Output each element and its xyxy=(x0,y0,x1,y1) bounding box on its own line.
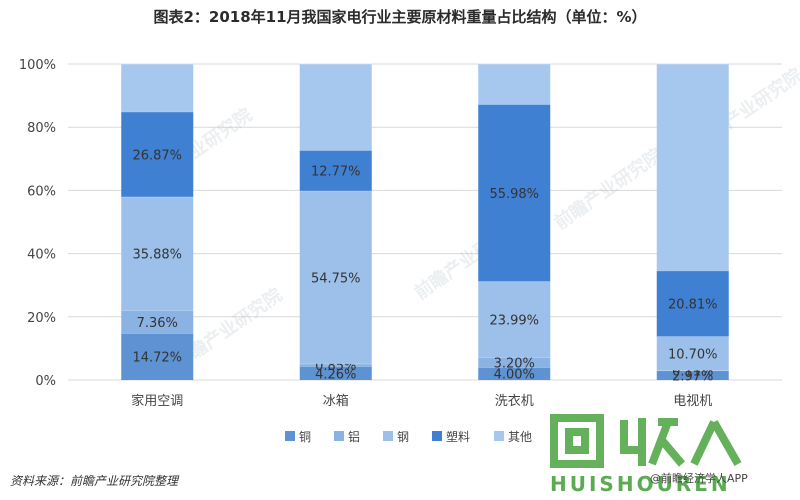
x-tick-label: 电视机 xyxy=(673,394,712,409)
bar-segment xyxy=(299,363,372,367)
data-label: 10.70% xyxy=(668,347,718,362)
y-tick-label: 80% xyxy=(27,121,56,136)
huishouren-logo-mark-icon xyxy=(550,414,742,468)
data-label: 7.36% xyxy=(137,316,178,331)
bar-segment xyxy=(478,64,551,105)
bar-segment xyxy=(121,64,194,112)
legend-swatch xyxy=(494,431,504,441)
y-tick-label: 40% xyxy=(27,248,56,263)
data-label: 26.87% xyxy=(132,148,182,163)
bar-segment xyxy=(656,336,729,371)
y-tick-label: 100% xyxy=(19,58,56,73)
data-label: 4.26% xyxy=(315,367,356,382)
y-tick-label: 0% xyxy=(35,374,56,389)
x-tick-label: 冰箱 xyxy=(323,393,349,409)
data-label: 20.81% xyxy=(668,298,718,313)
huishouren-logo-text: HUISHOUREN xyxy=(550,472,731,496)
bar-segment xyxy=(656,370,729,380)
y-tick-label: 60% xyxy=(27,184,56,199)
chart-title: 图表2：2018年11月我国家电行业主要原材料重量占比结构（单位：%） xyxy=(153,8,647,26)
bar-segment xyxy=(478,367,551,380)
data-label: 55.98% xyxy=(489,187,539,202)
data-label: 3.20% xyxy=(494,356,535,371)
legend-label: 钢 xyxy=(397,430,409,444)
bar-segment xyxy=(299,366,372,380)
huishouren-logo: HUISHOUREN xyxy=(542,412,792,500)
legend-swatch xyxy=(334,431,344,441)
bar-segment xyxy=(656,64,729,271)
legend-swatch xyxy=(432,431,442,441)
x-tick-label: 洗衣机 xyxy=(495,393,534,409)
data-label: 23.99% xyxy=(489,313,539,328)
legend-label: 铝 xyxy=(348,429,360,444)
x-tick-label: 家用空调 xyxy=(131,393,183,409)
brand-credit: @前瞻经济学人APP xyxy=(650,472,748,485)
y-tick-label: 20% xyxy=(27,311,56,326)
data-label: 2.97% xyxy=(672,369,713,384)
bar-segment xyxy=(478,281,551,358)
watermark-text: 前瞻产业研究院 xyxy=(550,144,666,234)
legend-label: 其他 xyxy=(508,430,532,444)
bar-segment xyxy=(121,196,194,311)
bar-segment xyxy=(121,333,194,380)
legend-swatch xyxy=(383,431,393,441)
legend-swatch xyxy=(285,431,295,441)
legend-label: 铜 xyxy=(299,429,311,444)
data-label: 4.00% xyxy=(494,368,535,383)
bar-segment xyxy=(478,357,551,368)
data-label: 35.88% xyxy=(132,248,182,263)
data-label: 12.77% xyxy=(311,165,361,180)
bar-segment xyxy=(299,190,372,364)
data-label: 14.72% xyxy=(132,351,182,366)
bar-segment xyxy=(656,270,729,337)
legend-label: 塑料 xyxy=(446,429,470,444)
bar-segment xyxy=(299,64,372,151)
data-label: 54.75% xyxy=(311,271,361,286)
bar-segment xyxy=(121,111,194,197)
bar-segment xyxy=(478,104,551,282)
source-note: 资料来源：前瞻产业研究院整理 xyxy=(10,474,179,488)
bar-segment xyxy=(121,310,194,334)
bar-segment xyxy=(299,150,372,191)
